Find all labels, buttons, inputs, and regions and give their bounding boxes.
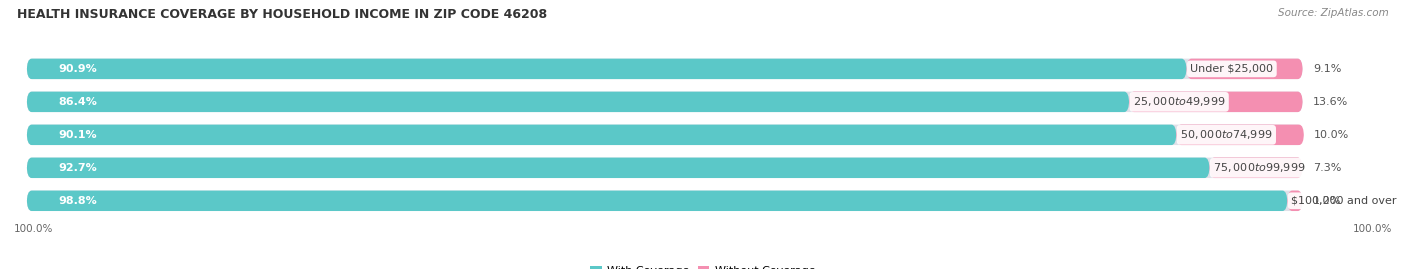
Text: 100.0%: 100.0%: [14, 224, 53, 234]
FancyBboxPatch shape: [27, 158, 1302, 178]
Text: 86.4%: 86.4%: [59, 97, 97, 107]
Text: 10.0%: 10.0%: [1315, 130, 1350, 140]
FancyBboxPatch shape: [27, 125, 1302, 145]
FancyBboxPatch shape: [1187, 59, 1302, 79]
FancyBboxPatch shape: [27, 190, 1302, 211]
Text: 9.1%: 9.1%: [1313, 64, 1341, 74]
Text: 1.2%: 1.2%: [1313, 196, 1341, 206]
FancyBboxPatch shape: [27, 190, 1288, 211]
FancyBboxPatch shape: [27, 92, 1129, 112]
FancyBboxPatch shape: [27, 59, 1302, 79]
FancyBboxPatch shape: [27, 125, 1177, 145]
Text: 90.9%: 90.9%: [59, 64, 97, 74]
Text: 100.0%: 100.0%: [1353, 224, 1392, 234]
Text: 13.6%: 13.6%: [1313, 97, 1348, 107]
FancyBboxPatch shape: [1129, 92, 1302, 112]
Text: 90.1%: 90.1%: [59, 130, 97, 140]
FancyBboxPatch shape: [1209, 158, 1302, 178]
Text: $50,000 to $74,999: $50,000 to $74,999: [1180, 128, 1272, 141]
Text: $100,000 and over: $100,000 and over: [1291, 196, 1396, 206]
Text: $25,000 to $49,999: $25,000 to $49,999: [1133, 95, 1226, 108]
FancyBboxPatch shape: [1288, 190, 1302, 211]
Text: 7.3%: 7.3%: [1313, 163, 1341, 173]
Text: 92.7%: 92.7%: [59, 163, 97, 173]
Text: $75,000 to $99,999: $75,000 to $99,999: [1213, 161, 1306, 174]
FancyBboxPatch shape: [1177, 125, 1303, 145]
Text: HEALTH INSURANCE COVERAGE BY HOUSEHOLD INCOME IN ZIP CODE 46208: HEALTH INSURANCE COVERAGE BY HOUSEHOLD I…: [17, 8, 547, 21]
FancyBboxPatch shape: [27, 59, 1187, 79]
Text: Under $25,000: Under $25,000: [1191, 64, 1274, 74]
Legend: With Coverage, Without Coverage: With Coverage, Without Coverage: [586, 261, 820, 269]
FancyBboxPatch shape: [27, 158, 1209, 178]
Text: Source: ZipAtlas.com: Source: ZipAtlas.com: [1278, 8, 1389, 18]
Text: 98.8%: 98.8%: [59, 196, 97, 206]
FancyBboxPatch shape: [27, 92, 1302, 112]
